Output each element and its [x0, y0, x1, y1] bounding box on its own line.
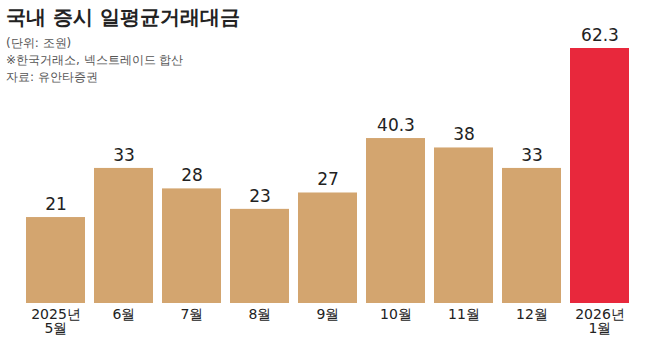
html-text:(단위: 조원): (단위: 조원) — [6, 36, 72, 50]
svg-text:40.3: 40.3 — [377, 115, 415, 135]
svg-text:12월: 12월 — [516, 306, 548, 322]
svg-text:9월: 9월 — [317, 306, 340, 322]
html-text:국내 증시 일평균거래대금: 국내 증시 일평균거래대금 — [6, 5, 240, 29]
html-text:※한국거래소, 넥스트레이드 합산: ※한국거래소, 넥스트레이드 합산 — [6, 53, 184, 67]
svg-text:62.3: 62.3 — [581, 25, 619, 45]
html-text:자료: 유안타증권: 자료: 유안타증권 — [6, 70, 98, 84]
svg-text:23: 23 — [249, 186, 271, 206]
svg-text:10월: 10월 — [380, 306, 412, 322]
svg-text:2026년1월: 2026년1월 — [575, 306, 625, 336]
svg-text:6월: 6월 — [113, 306, 136, 322]
svg-text:11월: 11월 — [448, 306, 480, 322]
svg-text:7월: 7월 — [181, 306, 204, 322]
svg-text:33: 33 — [521, 145, 543, 165]
svg-text:27: 27 — [317, 169, 339, 189]
svg-text:8월: 8월 — [249, 306, 272, 322]
svg-text:21: 21 — [45, 194, 67, 214]
svg-text:38: 38 — [453, 124, 475, 144]
svg-text:2025년5월: 2025년5월 — [31, 306, 81, 336]
svg-text:33: 33 — [113, 145, 135, 165]
svg-text:28: 28 — [181, 165, 203, 185]
